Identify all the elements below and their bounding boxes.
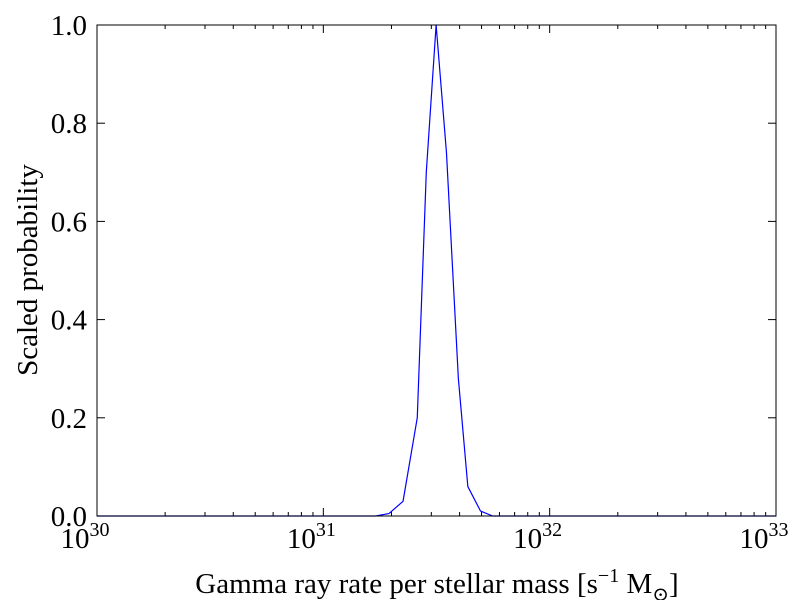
y-axis-label: Scaled probability <box>12 164 44 376</box>
y-tick-label: 1.0 <box>51 10 87 42</box>
series-layer <box>97 24 776 517</box>
x-tick-label-exponent: 30 <box>90 519 110 541</box>
x-axis-label-sub: ⊙ <box>652 584 669 600</box>
x-axis-label-close: ] <box>669 568 679 600</box>
series-line <box>97 24 776 517</box>
x-tick-label: 1031 <box>287 519 336 555</box>
x-tick-label-base: 10 <box>61 523 90 555</box>
x-axis-label-unit: M <box>619 568 652 600</box>
x-axis-label-main: Gamma ray rate per stellar mass [s <box>195 568 598 600</box>
x-tick-label: 1032 <box>513 519 562 555</box>
x-tick-label-exponent: 33 <box>769 519 789 541</box>
y-tick-label: 0.8 <box>51 108 87 140</box>
x-tick-label-base: 10 <box>740 523 769 555</box>
y-tick-label: 0.2 <box>51 403 87 435</box>
x-tick-label-exponent: 32 <box>542 519 562 541</box>
x-tick-label-base: 10 <box>513 523 542 555</box>
x-tick-label-exponent: 31 <box>316 519 336 541</box>
x-tick-label-base: 10 <box>287 523 316 555</box>
y-tick-label: 0.0 <box>51 501 87 533</box>
y-tick-label: 0.6 <box>51 206 87 238</box>
x-tick-label: 1033 <box>740 519 789 555</box>
x-tick-label: 1030 <box>61 519 110 555</box>
y-tick-label: 0.4 <box>51 305 88 337</box>
x-axis-label-sup: −1 <box>598 565 619 587</box>
plot-frame <box>96 24 777 517</box>
ticks-layer <box>96 24 777 517</box>
x-axis-label: Gamma ray rate per stellar mass [s−1 M⊙] <box>195 565 678 600</box>
